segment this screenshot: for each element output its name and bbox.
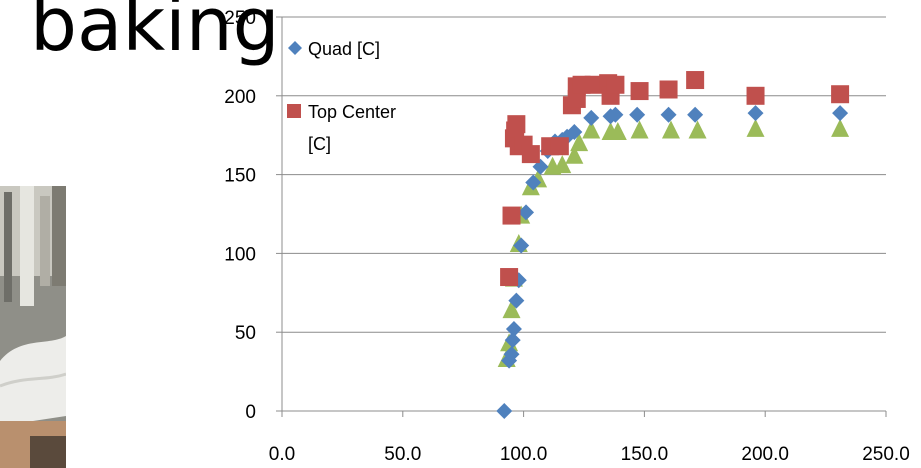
legend-diamond-icon bbox=[288, 41, 302, 55]
data-point-diamond bbox=[629, 106, 646, 123]
data-point-square bbox=[606, 75, 625, 94]
data-point-square bbox=[550, 137, 569, 156]
data-point-square bbox=[659, 80, 678, 99]
data-point-triangle bbox=[553, 155, 572, 174]
x-tick-label: 50.0 bbox=[384, 444, 421, 465]
y-tick-label: 200 bbox=[224, 87, 256, 108]
data-point-diamond bbox=[747, 105, 764, 122]
data-point-diamond bbox=[525, 174, 542, 191]
data-point-diamond bbox=[566, 124, 583, 141]
data-point-diamond bbox=[513, 237, 530, 254]
data-point-triangle bbox=[502, 300, 521, 319]
chart-legend: Quad [C] Top Center [C] bbox=[287, 39, 396, 154]
data-point-triangle bbox=[565, 145, 584, 164]
y-tick-label: 50 bbox=[235, 323, 256, 344]
data-point-triangle bbox=[630, 120, 649, 139]
legend-label-quad: Quad [C] bbox=[308, 39, 380, 59]
background-photo bbox=[0, 186, 66, 468]
data-point-diamond bbox=[583, 109, 600, 126]
data-point-diamond bbox=[832, 105, 849, 122]
legend-label-top-center-unit: [C] bbox=[308, 134, 331, 154]
data-point-triangle bbox=[661, 120, 680, 139]
x-tick-label: 250.0 bbox=[862, 444, 910, 465]
data-point-diamond bbox=[660, 106, 677, 123]
data-point-diamond bbox=[518, 204, 535, 221]
data-point-diamond bbox=[505, 321, 522, 338]
data-point-square bbox=[584, 75, 603, 94]
data-point-square bbox=[507, 115, 526, 134]
x-tick-label: 100.0 bbox=[500, 444, 548, 465]
data-point-diamond bbox=[607, 106, 624, 123]
data-point-triangle bbox=[688, 120, 707, 139]
x-tick-label: 0.0 bbox=[269, 444, 295, 465]
data-point-diamond bbox=[504, 332, 521, 349]
y-tick-label: 150 bbox=[224, 166, 256, 187]
data-point-diamond bbox=[508, 292, 525, 309]
data-point-square bbox=[502, 206, 521, 225]
data-point-triangle bbox=[570, 133, 589, 152]
y-tick-label: 100 bbox=[224, 244, 256, 265]
slide-title: baking bbox=[30, 0, 280, 68]
data-point-diamond bbox=[687, 106, 704, 123]
data-point-square bbox=[500, 268, 519, 287]
legend-square-icon bbox=[287, 104, 301, 118]
x-tick-label: 200.0 bbox=[741, 444, 789, 465]
x-tick-label: 150.0 bbox=[621, 444, 669, 465]
data-point-square bbox=[521, 145, 540, 164]
data-point-diamond bbox=[503, 346, 520, 363]
data-point-square bbox=[746, 86, 765, 105]
data-point-square bbox=[630, 82, 649, 101]
y-tick-label: 0 bbox=[245, 402, 256, 423]
data-point-triangle bbox=[831, 118, 850, 137]
data-point-square bbox=[686, 71, 705, 90]
data-point-square bbox=[831, 85, 850, 104]
data-point-diamond bbox=[496, 403, 513, 419]
data-point-triangle bbox=[608, 122, 627, 141]
data-point-triangle bbox=[582, 120, 601, 139]
legend-label-top-center: Top Center bbox=[308, 102, 396, 122]
data-point-triangle bbox=[746, 118, 765, 137]
y-tick-label: 250 bbox=[224, 8, 256, 29]
